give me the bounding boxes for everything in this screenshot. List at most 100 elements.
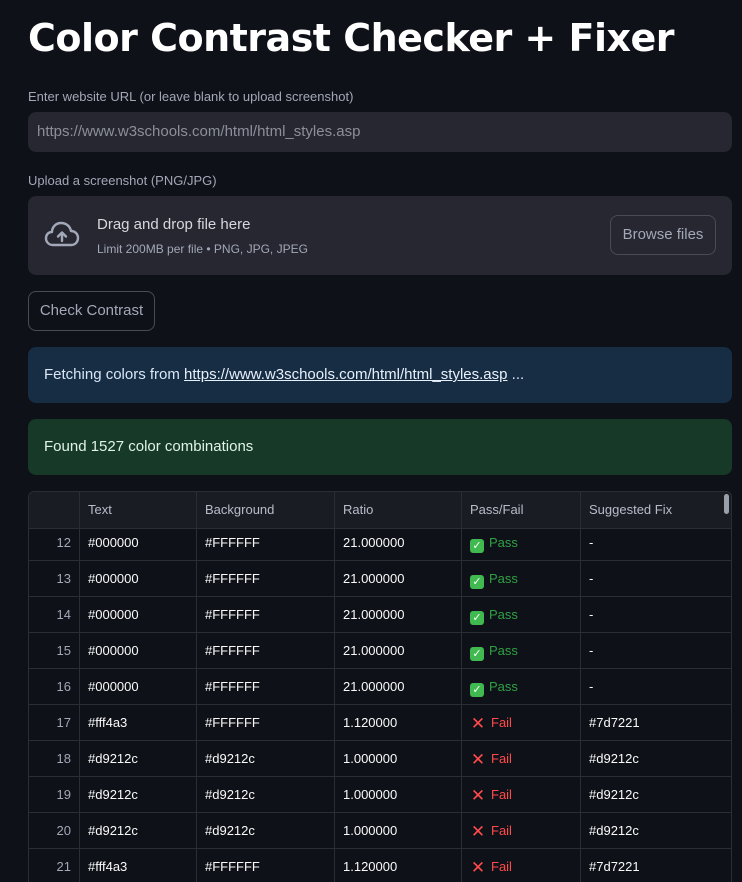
text-color-cell[interactable]: #000000	[80, 561, 197, 596]
background-color-cell[interactable]: #d9212c	[197, 813, 335, 848]
success-alert: Found 1527 color combinations	[28, 419, 732, 475]
row-index[interactable]: 19	[29, 777, 80, 812]
suggested-fix-cell[interactable]: -	[589, 607, 594, 622]
suggested-fix-cell[interactable]: #7d7221	[589, 859, 640, 874]
column-header-pass-fail[interactable]: Pass/Fail	[462, 492, 581, 528]
results-table[interactable]: Text Background Ratio Pass/Fail Suggeste…	[28, 491, 732, 882]
row-index[interactable]: 12	[29, 525, 80, 560]
column-header-text[interactable]: Text	[80, 492, 197, 528]
suggested-fix-cell[interactable]: -	[589, 571, 594, 586]
status-label: Fail	[491, 859, 512, 874]
text-color-cell[interactable]: #d9212c	[80, 741, 197, 776]
pass-fail-cell[interactable]: ✓ Pass	[462, 669, 581, 704]
ratio-cell[interactable]: 1.000000	[335, 741, 462, 776]
text-color-cell[interactable]: #000000	[80, 633, 197, 668]
table-row[interactable]: 20 #d9212c #d9212c 1.000000 ✕ Fail #d9212c	[29, 813, 731, 849]
check-box-icon: ✓	[470, 575, 484, 589]
ratio-cell[interactable]: 1.000000	[335, 777, 462, 812]
row-index[interactable]: 17	[29, 705, 80, 740]
background-color-cell[interactable]: #FFFFFF	[197, 633, 335, 668]
background-color-cell[interactable]: #FFFFFF	[197, 561, 335, 596]
pass-fail-cell[interactable]: ✓ Pass	[462, 525, 581, 560]
suggested-fix-cell[interactable]: -	[589, 535, 594, 550]
pass-fail-cell[interactable]: ✓ Pass	[462, 561, 581, 596]
background-color-cell[interactable]: #FFFFFF	[197, 849, 335, 882]
status-label: Fail	[491, 823, 512, 838]
check-box-icon: ✓	[470, 647, 484, 661]
suggested-fix-cell[interactable]: #d9212c	[589, 823, 639, 838]
ratio-cell[interactable]: 21.000000	[335, 633, 462, 668]
browse-files-button[interactable]: Browse files	[610, 215, 716, 255]
cross-mark-icon: ✕	[470, 858, 486, 877]
suggested-fix-cell[interactable]: #d9212c	[589, 787, 639, 802]
cross-mark-icon: ✕	[470, 786, 486, 805]
ratio-cell[interactable]: 1.000000	[335, 813, 462, 848]
pass-fail-cell[interactable]: ✕ Fail	[462, 705, 581, 740]
pass-fail-cell[interactable]: ✓ Pass	[462, 597, 581, 632]
cross-mark-icon: ✕	[470, 750, 486, 769]
ratio-cell[interactable]: 1.120000	[335, 705, 462, 740]
table-row[interactable]: 18 #d9212c #d9212c 1.000000 ✕ Fail #d9212c	[29, 741, 731, 777]
text-color-cell[interactable]: #000000	[80, 597, 197, 632]
cross-mark-icon: ✕	[470, 822, 486, 841]
row-index[interactable]: 16	[29, 669, 80, 704]
suggested-fix-cell[interactable]: #d9212c	[589, 751, 639, 766]
background-color-cell[interactable]: #d9212c	[197, 741, 335, 776]
pass-fail-cell[interactable]: ✕ Fail	[462, 777, 581, 812]
table-row[interactable]: 21 #fff4a3 #FFFFFF 1.120000 ✕ Fail #7d7221	[29, 849, 731, 882]
text-color-cell[interactable]: #000000	[80, 525, 197, 560]
cloud-upload-icon	[44, 221, 80, 247]
url-input[interactable]	[28, 112, 732, 152]
row-index[interactable]: 18	[29, 741, 80, 776]
column-header-suggested-fix[interactable]: Suggested Fix	[589, 502, 673, 517]
check-contrast-button[interactable]: Check Contrast	[28, 291, 155, 331]
pass-fail-cell[interactable]: ✓ Pass	[462, 633, 581, 668]
table-row[interactable]: 14 #000000 #FFFFFF 21.000000 ✓ Pass -	[29, 597, 731, 633]
cross-mark-icon: ✕	[470, 714, 486, 733]
table-row[interactable]: 17 #fff4a3 #FFFFFF 1.120000 ✕ Fail #7d7221	[29, 705, 731, 741]
status-label: Pass	[489, 535, 518, 550]
pass-fail-cell[interactable]: ✕ Fail	[462, 813, 581, 848]
ratio-cell[interactable]: 1.120000	[335, 849, 462, 882]
row-index[interactable]: 13	[29, 561, 80, 596]
background-color-cell[interactable]: #d9212c	[197, 777, 335, 812]
column-header-ratio[interactable]: Ratio	[335, 492, 462, 528]
table-row[interactable]: 12 #000000 #FFFFFF 21.000000 ✓ Pass -	[29, 525, 731, 561]
ratio-cell[interactable]: 21.000000	[335, 669, 462, 704]
pass-fail-cell[interactable]: ✕ Fail	[462, 849, 581, 882]
suggested-fix-cell[interactable]: -	[589, 679, 594, 694]
table-row[interactable]: 13 #000000 #FFFFFF 21.000000 ✓ Pass -	[29, 561, 731, 597]
background-color-cell[interactable]: #FFFFFF	[197, 525, 335, 560]
row-index[interactable]: 20	[29, 813, 80, 848]
text-color-cell[interactable]: #d9212c	[80, 777, 197, 812]
ratio-cell[interactable]: 21.000000	[335, 597, 462, 632]
table-scrollbar[interactable]	[724, 494, 729, 514]
table-header: Text Background Ratio Pass/Fail Suggeste…	[29, 492, 731, 529]
row-index[interactable]: 14	[29, 597, 80, 632]
background-color-cell[interactable]: #FFFFFF	[197, 705, 335, 740]
page-title: Color Contrast Checker + Fixer	[28, 16, 675, 60]
ratio-cell[interactable]: 21.000000	[335, 561, 462, 596]
background-color-cell[interactable]: #FFFFFF	[197, 597, 335, 632]
check-box-icon: ✓	[470, 611, 484, 625]
text-color-cell[interactable]: #000000	[80, 669, 197, 704]
file-dropzone[interactable]: Drag and drop file here Limit 200MB per …	[28, 196, 732, 275]
suggested-fix-cell[interactable]: -	[589, 643, 594, 658]
fetched-url-link[interactable]: https://www.w3schools.com/html/html_styl…	[184, 366, 508, 383]
status-label: Fail	[491, 751, 512, 766]
text-color-cell[interactable]: #fff4a3	[80, 705, 197, 740]
row-index[interactable]: 15	[29, 633, 80, 668]
pass-fail-cell[interactable]: ✕ Fail	[462, 741, 581, 776]
table-row[interactable]: 19 #d9212c #d9212c 1.000000 ✕ Fail #d9212c	[29, 777, 731, 813]
text-color-cell[interactable]: #d9212c	[80, 813, 197, 848]
text-color-cell[interactable]: #fff4a3	[80, 849, 197, 882]
ratio-cell[interactable]: 21.000000	[335, 525, 462, 560]
table-row[interactable]: 16 #000000 #FFFFFF 21.000000 ✓ Pass -	[29, 669, 731, 705]
background-color-cell[interactable]: #FFFFFF	[197, 669, 335, 704]
status-label: Fail	[491, 715, 512, 730]
column-header-background[interactable]: Background	[197, 492, 335, 528]
row-index[interactable]: 21	[29, 849, 80, 882]
table-row[interactable]: 15 #000000 #FFFFFF 21.000000 ✓ Pass -	[29, 633, 731, 669]
table-body: 11#000000#FFFFFF21.000000✓Pass12#000000#…	[29, 492, 731, 882]
suggested-fix-cell[interactable]: #7d7221	[589, 715, 640, 730]
